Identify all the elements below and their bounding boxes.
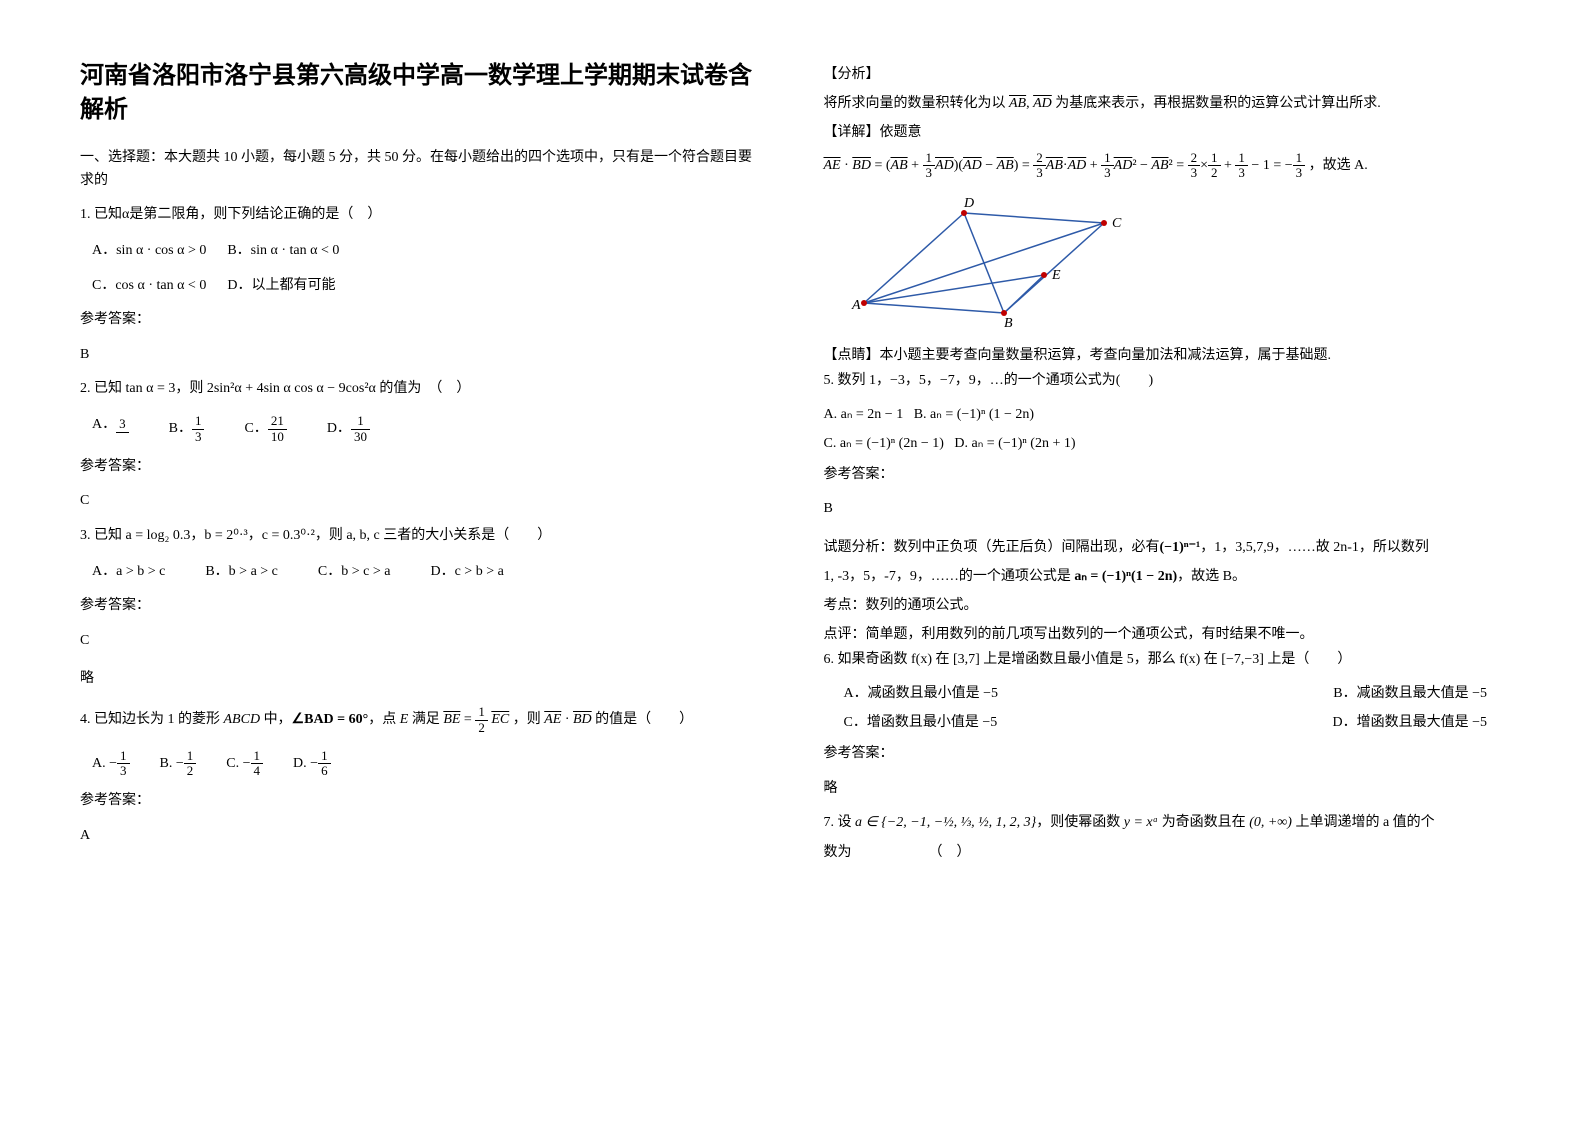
q1-optC: C．cos α · tan α < 0: [92, 278, 206, 293]
q5-dianping: 点评：简单题，利用数列的前几项写出数列的一个通项公式，有时结果不唯一。: [824, 624, 1508, 645]
q5-kaodian: 考点：数列的通项公式。: [824, 595, 1508, 616]
q7-line2: 数为 （ ）: [824, 842, 1508, 864]
q3-options: A．a > b > c B．b > a > c C．b > c > a D．c …: [92, 561, 764, 583]
q2-optA: A．3: [92, 414, 129, 444]
q1-optD: D．以上都有可能: [227, 278, 335, 293]
q1-stem: 1. 已知α是第二限角，则下列结论正确的是（ ）: [80, 204, 764, 226]
q6-optA: A．减函数且最小值是 −5: [844, 683, 999, 704]
rhombus-diagram: A B C D E: [844, 193, 1124, 333]
q4-optB: B. −12: [160, 749, 197, 779]
q1-options-row1: A．sin α · cos α > 0 B．sin α · tan α < 0: [92, 240, 764, 262]
q1-options-row2: C．cos α · tan α < 0 D．以上都有可能: [92, 275, 764, 297]
q6-optC: C．增函数且最小值是 −5: [844, 712, 998, 733]
q1-optA: A．sin α · cos α > 0: [92, 243, 206, 258]
q6-ans: 略: [824, 778, 1508, 800]
q2-ans-label: 参考答案：: [80, 456, 764, 478]
q1-ans: B: [80, 344, 764, 366]
q4-optA: A. −13: [92, 749, 130, 779]
q2-optC: C．2110: [244, 414, 286, 444]
left-column: 河南省洛阳市洛宁县第六高级中学高一数学理上学期期末试卷含解析 一、选择题：本大题…: [80, 60, 764, 1062]
q3-optD: D．c > b > a: [430, 561, 503, 583]
svg-text:C: C: [1112, 216, 1122, 231]
q1-optB: B．sin α · tan α < 0: [227, 243, 339, 258]
detail-label: 【详解】依题意: [824, 122, 1508, 143]
q2-options: A．3 B．13 C．2110 D．130: [92, 414, 764, 444]
q3-stem: 3. 已知 a = log₂ 0.3，b = 2⁰·³，c = 0.3⁰·²，则…: [80, 525, 764, 547]
q4-ans: A: [80, 825, 764, 847]
q5-exp1: 试题分析：数列中正负项（先正后负）间隔出现，必有(−1)ⁿ⁻¹，1，3,5,7,…: [824, 537, 1508, 558]
q5-optC: C. aₙ = (−1)ⁿ (2n − 1): [824, 436, 944, 451]
q3-ans: C: [80, 630, 764, 652]
section-title: 一、选择题：本大题共 10 小题，每小题 5 分，共 50 分。在每小题给出的四…: [80, 147, 764, 192]
analysis-text: 将所求向量的数量积转化为以 AB, AD 为基底来表示，再根据数量积的运算公式计…: [824, 93, 1508, 114]
q3-optB: B．b > a > c: [205, 561, 278, 583]
q4-optD: D. −16: [293, 749, 331, 779]
q4-optC: C. −14: [226, 749, 263, 779]
q2-optB: B．13: [169, 414, 205, 444]
q7-stem: 7. 设 a ∈ {−2, −1, −½, ⅓, ½, 1, 2, 3}，则使幂…: [824, 812, 1508, 834]
q4-ans-label: 参考答案：: [80, 790, 764, 812]
q5-exp2: 1, -3，5，-7，9，……的一个通项公式是 aₙ = (−1)ⁿ(1 − 2…: [824, 566, 1508, 587]
q5-optB: B. aₙ = (−1)ⁿ (1 − 2n): [914, 407, 1034, 422]
svg-text:E: E: [1051, 268, 1061, 283]
q5-stem: 5. 数列 1，−3，5，−7，9，…的一个通项公式为( ): [824, 370, 1508, 392]
q4-options: A. −13 B. −12 C. −14 D. −16: [92, 749, 764, 779]
q6-optB: B．减函数且最大值是 −5: [1333, 683, 1487, 704]
q6-stem: 6. 如果奇函数 f(x) 在 [3,7] 上是增函数且最小值是 5，那么 f(…: [824, 649, 1508, 671]
q6-row1: A．减函数且最小值是 −5 B．减函数且最大值是 −5: [824, 683, 1508, 704]
svg-text:B: B: [1004, 316, 1013, 331]
q6-optD: D．增函数且最大值是 −5: [1332, 712, 1487, 733]
q5-ans: B: [824, 498, 1508, 520]
q5-row1: A. aₙ = 2n − 1 B. aₙ = (−1)ⁿ (1 − 2n): [824, 404, 1508, 425]
q4-stem: 4. 已知边长为 1 的菱形 ABCD 中，∠BAD = 60°，点 E 满足 …: [80, 705, 764, 735]
q6-row2: C．增函数且最小值是 −5 D．增函数且最大值是 −5: [824, 712, 1508, 733]
dianjing: 【点睛】本小题主要考查向量数量积运算，考查向量加法和减法运算，属于基础题.: [824, 345, 1508, 366]
analysis-label: 【分析】: [824, 64, 1508, 85]
q2-stem: 2. 已知 tan α = 3，则 2sin²α + 4sin α cos α …: [80, 378, 764, 400]
q5-optD: D. aₙ = (−1)ⁿ (2n + 1): [954, 436, 1075, 451]
q4-formula: AE · BD = (AB + 13AD)(AD − AB) = 23AB·AD…: [824, 151, 1508, 181]
q5-ans-label: 参考答案：: [824, 464, 1508, 486]
doc-title: 河南省洛阳市洛宁县第六高级中学高一数学理上学期期末试卷含解析: [80, 60, 764, 127]
svg-text:D: D: [963, 196, 974, 211]
q3-optC: C．b > c > a: [318, 561, 391, 583]
q1-ans-label: 参考答案：: [80, 309, 764, 331]
q3-optA: A．a > b > c: [92, 561, 165, 583]
q5-optA: A. aₙ = 2n − 1: [824, 407, 904, 422]
q3-ans-label: 参考答案：: [80, 595, 764, 617]
q3-note: 略: [80, 668, 764, 689]
right-column: 【分析】 将所求向量的数量积转化为以 AB, AD 为基底来表示，再根据数量积的…: [824, 60, 1508, 1062]
q6-ans-label: 参考答案：: [824, 743, 1508, 765]
svg-text:A: A: [851, 298, 861, 313]
q2-optD: D．130: [327, 414, 370, 444]
q2-ans: C: [80, 490, 764, 512]
q5-row2: C. aₙ = (−1)ⁿ (2n − 1) D. aₙ = (−1)ⁿ (2n…: [824, 433, 1508, 454]
